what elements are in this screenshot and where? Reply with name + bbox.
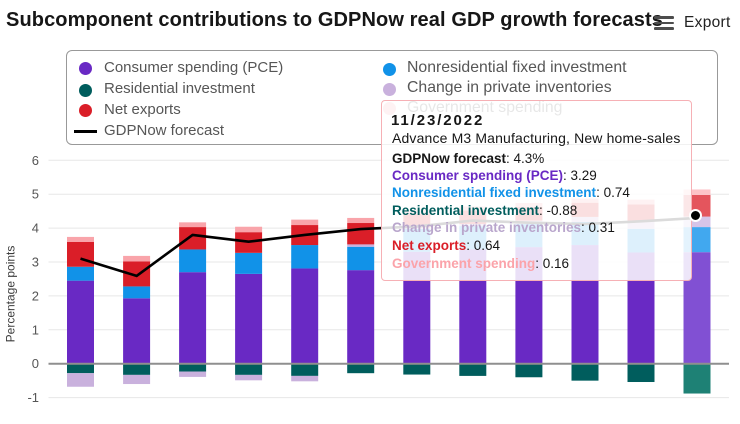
svg-text:-1: -1 [27,390,39,405]
svg-text:3: 3 [32,255,39,270]
svg-text:1: 1 [32,322,39,337]
svg-text:0: 0 [32,356,39,371]
svg-text:Percentage points: Percentage points [4,246,18,343]
svg-text:4: 4 [32,221,39,236]
svg-text:5: 5 [32,187,39,202]
svg-text:6: 6 [32,153,39,168]
svg-text:2: 2 [32,288,39,303]
